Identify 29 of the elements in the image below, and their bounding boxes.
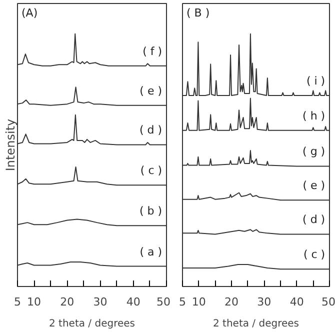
text: ( B ) (186, 6, 210, 20)
series-label: ( h ) (302, 109, 326, 122)
x-tick-label: 5 (14, 296, 21, 308)
x-tick-label: 30 (257, 296, 272, 308)
x-tick-label: 10 (192, 296, 206, 308)
x-tick-label: 30 (93, 296, 108, 308)
series-label: ( b ) (139, 204, 162, 218)
x-tick-label: 50 (156, 296, 171, 308)
x-tick-label: 40 (126, 296, 140, 308)
series-label: ( e ) (302, 179, 326, 192)
text: (A) (22, 6, 38, 20)
x-tick-label: 20 (224, 296, 238, 308)
series-label: ( c ) (140, 164, 162, 178)
series-label: ( a ) (140, 245, 162, 258)
x-tick-label: 20 (60, 296, 74, 308)
series-label: ( e ) (140, 84, 162, 98)
series-label: ( c ) (303, 248, 326, 262)
x-tick-label: 50 (322, 296, 335, 308)
x-axis-title: 2 theta / degrees (213, 318, 299, 330)
series-label: ( d ) (139, 124, 162, 137)
series-label: ( g ) (302, 145, 326, 158)
x-tick-label: 40 (290, 296, 304, 308)
y-axis-title: Intensity (4, 118, 18, 172)
x-axis-title: 2 theta / degrees (49, 318, 135, 330)
series-label: ( f ) (142, 44, 162, 58)
x-tick-label: 10 (27, 296, 42, 308)
series-label: ( d ) (302, 213, 326, 226)
series-label: ( i ) (306, 74, 326, 88)
x-tick-label: 5 (179, 296, 186, 308)
